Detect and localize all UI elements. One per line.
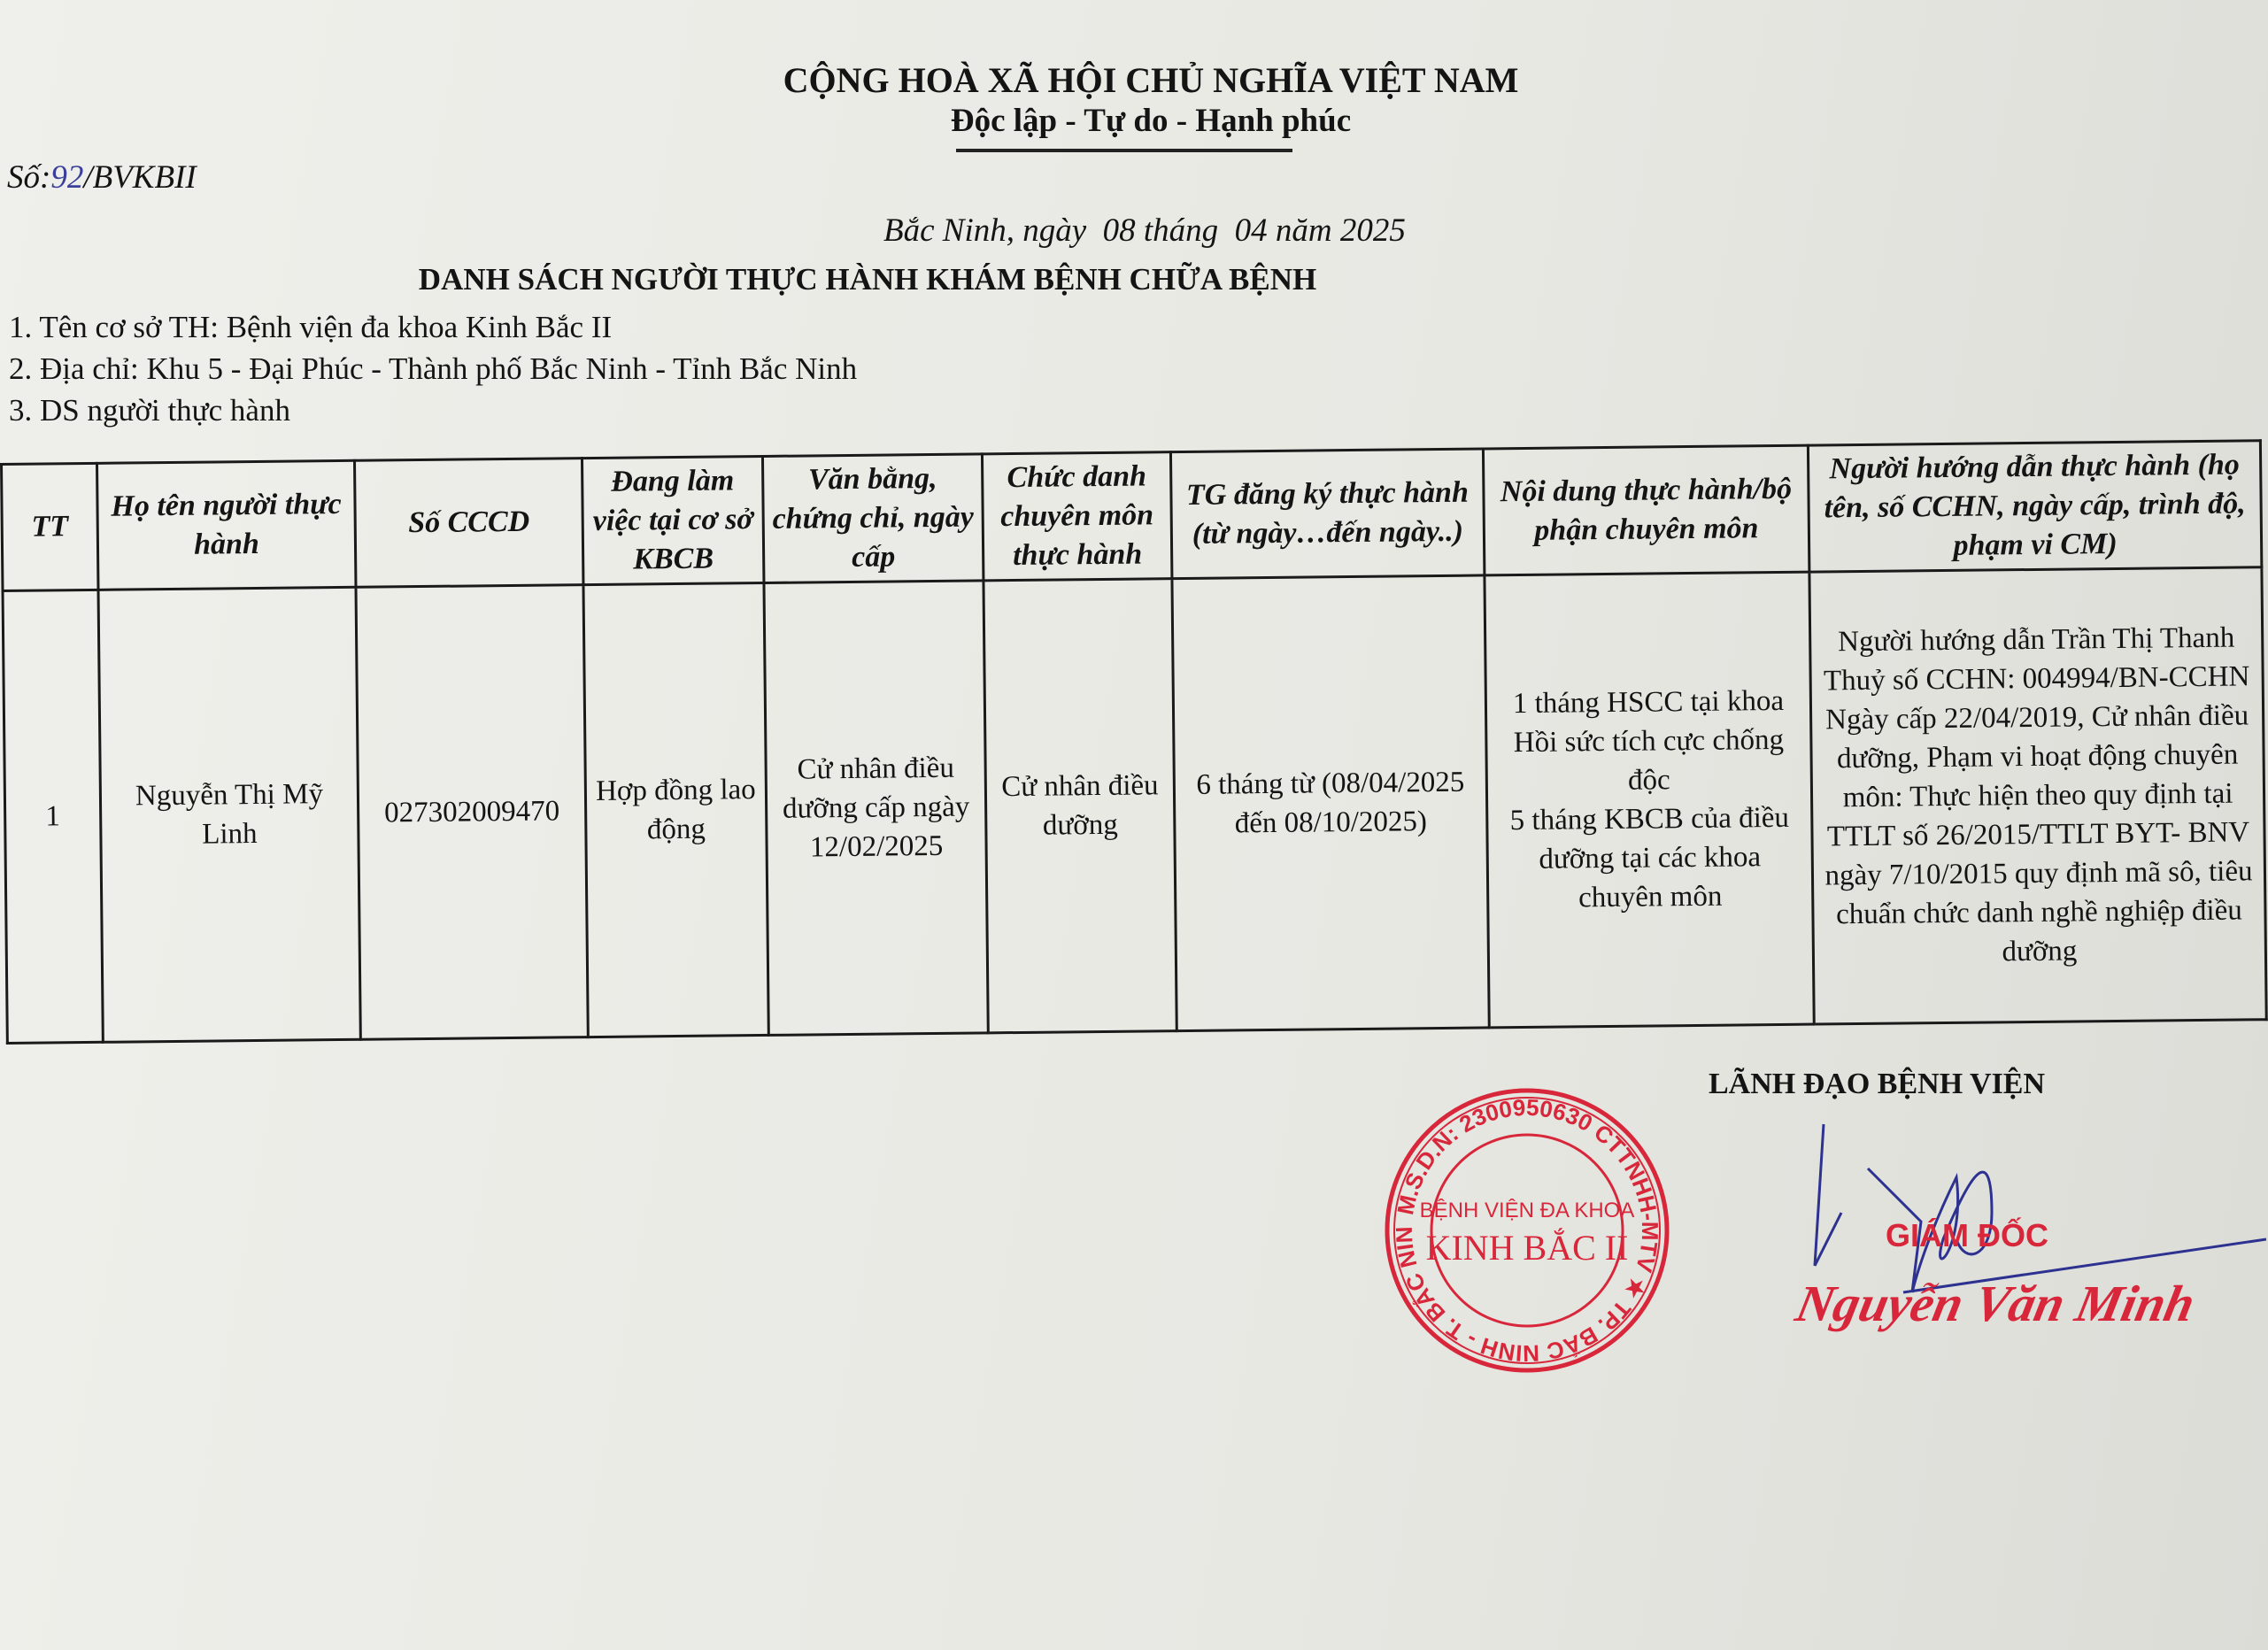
cell-content: 1 tháng HSCC tại khoa Hồi sức tích cực c… — [1484, 572, 1815, 1028]
col-header: Đang làm việc tại cơ sở KBCB — [582, 456, 764, 585]
cell-supervisor: Người hướng dẫn Trần Thị Thanh Thuỷ số C… — [1809, 567, 2267, 1025]
handwritten-signature — [1813, 1123, 2266, 1294]
cell-period: 6 tháng từ (08/04/2025 đến 08/10/2025) — [1171, 574, 1490, 1031]
motto: Độc lập - Tự do - Hạnh phúc — [950, 103, 1352, 139]
doc-number-handwritten: 92 — [50, 159, 84, 196]
hospital-stamp: M.S.D.N: 2300950630 CTTNHH-MTV ★ TP. BẮC… — [1381, 1084, 1670, 1373]
col-header: TG đăng ký thực hành (từ ngày…đến ngày..… — [1170, 448, 1485, 579]
cell-name: Nguyễn Thị Mỹ Linh — [98, 587, 361, 1043]
date-line: Bắc Ninh, ngày 08 tháng 04 năm 2025 — [883, 212, 1406, 249]
motto-underline — [956, 149, 1292, 152]
cell-tt: 1 — [3, 590, 104, 1044]
col-header: Nội dung thực hành/bộ phận chuyên môn — [1483, 445, 1809, 575]
cell-workplace: Hợp đồng lao động — [582, 582, 769, 1037]
col-header: TT — [1, 463, 99, 591]
col-header: Số CCCD — [354, 458, 583, 588]
table-header-row: TT Họ tên người thực hành Số CCCD Đang l… — [1, 440, 2262, 591]
col-header: Họ tên người thực hành — [96, 460, 356, 590]
cell-degree: Cử nhân điều dưỡng cấp ngày 12/02/2025 — [763, 580, 989, 1036]
info-list-label: 3. DS người thực hành — [9, 393, 290, 428]
svg-text:KINH BẮC II: KINH BẮC II — [1426, 1228, 1629, 1268]
svg-text:BỆNH VIỆN ĐA KHOA: BỆNH VIỆN ĐA KHOA — [1420, 1199, 1635, 1222]
director-title: GIÁM ĐỐC — [1886, 1217, 2048, 1253]
document-title: DANH SÁCH NGƯỜI THỰC HÀNH KHÁM BỆNH CHỮA… — [418, 262, 1317, 297]
document-number: Số:92/BVKBII — [7, 159, 197, 197]
director-name: Nguyễn Văn Minh — [1791, 1275, 2201, 1332]
info-address: 2. Địa chỉ: Khu 5 - Đại Phúc - Thành phố… — [9, 351, 858, 386]
doc-number-prefix: Số: — [7, 159, 51, 196]
leader-label: LÃNH ĐẠO BỆNH VIỆN — [1709, 1068, 2046, 1100]
info-facility: 1. Tên cơ sở TH: Bệnh viện đa khoa Kinh … — [9, 310, 613, 344]
col-header: Người hướng dẫn thực hành (họ tên, số CC… — [1808, 440, 2262, 573]
nation-heading: CỘNG HOÀ XÃ HỘI CHỦ NGHĨA VIỆT NAM — [783, 60, 1519, 100]
table-row: 1 Nguyễn Thị Mỹ Linh 027302009470 Hợp đồ… — [3, 567, 2267, 1044]
cell-title: Cử nhân điều dưỡng — [983, 578, 1177, 1033]
doc-number-suffix: /BVKBII — [83, 159, 197, 196]
cell-cccd: 027302009470 — [355, 584, 589, 1040]
col-header: Văn bằng, chứng chỉ, ngày cấp — [762, 453, 984, 583]
col-header: Chức danh chuyên môn thực hành — [982, 451, 1172, 581]
practitioner-table: TT Họ tên người thực hành Số CCCD Đang l… — [0, 439, 2268, 1045]
